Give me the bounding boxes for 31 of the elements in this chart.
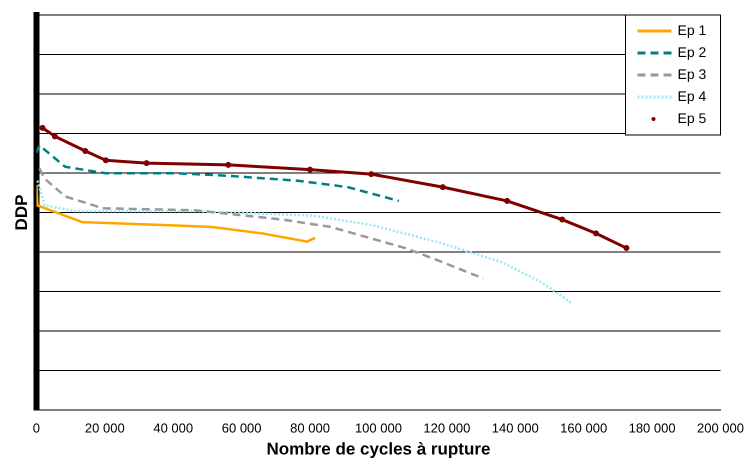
point bbox=[102, 157, 109, 164]
point bbox=[440, 184, 446, 190]
legend-label: Ep 1 bbox=[678, 22, 707, 38]
x-axis-title: Nombre de cycles à rupture bbox=[266, 439, 490, 458]
point bbox=[82, 148, 88, 154]
point bbox=[40, 124, 46, 131]
point bbox=[144, 160, 150, 166]
x-tick-label: 40 000 bbox=[153, 420, 194, 436]
point bbox=[52, 133, 58, 140]
x-tick-label: 20 000 bbox=[84, 420, 125, 436]
x-tick-label: 100 000 bbox=[354, 420, 402, 436]
point bbox=[225, 162, 232, 168]
point bbox=[307, 166, 314, 173]
point bbox=[504, 198, 510, 204]
x-tick-label: 60 000 bbox=[222, 420, 262, 436]
legend-label: Ep 5 bbox=[678, 110, 707, 126]
point bbox=[559, 216, 566, 223]
point bbox=[592, 230, 599, 236]
x-tick-label: 160 000 bbox=[560, 420, 608, 436]
legend-label: Ep 2 bbox=[678, 44, 707, 60]
x-tick-label: 120 000 bbox=[423, 420, 470, 436]
point bbox=[368, 171, 374, 178]
x-tick-label: 0 bbox=[32, 420, 40, 436]
y-axis-title: DDP bbox=[12, 194, 31, 230]
x-tick-label: 180 000 bbox=[628, 420, 676, 436]
x-tick-label: 200 000 bbox=[697, 420, 744, 436]
x-tick-label: 140 000 bbox=[492, 420, 539, 436]
legend-label: Ep 3 bbox=[678, 66, 707, 82]
point bbox=[623, 245, 630, 252]
legend-label: Ep 4 bbox=[678, 88, 707, 104]
x-tick-label: 80 000 bbox=[290, 420, 330, 436]
